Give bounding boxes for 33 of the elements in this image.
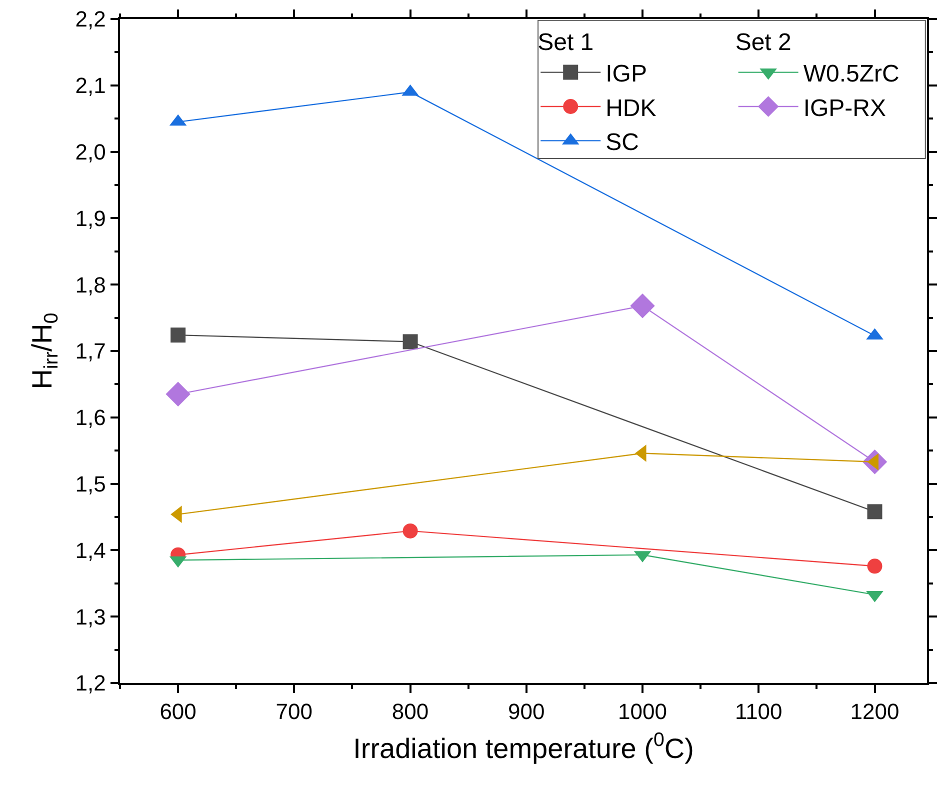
x-tick-label: 1200 [850, 699, 900, 724]
x-tick-label: 800 [392, 699, 429, 724]
x-axis-title: Irradiation temperature ($^{0}$C) [353, 728, 694, 764]
point [166, 382, 190, 407]
y-tick-label: 1,5 [75, 472, 106, 496]
point [402, 334, 418, 350]
legend-label: W0.5ZrC [803, 60, 900, 88]
y-tick-label: 1,8 [75, 272, 106, 298]
x-tick-label: 600 [160, 699, 196, 724]
y-tick-label: 1,9 [75, 206, 106, 231]
point [170, 328, 186, 343]
x-tick-label: 700 [276, 699, 313, 724]
x-tick-label: 900 [508, 699, 545, 724]
y-tick-label: 1,2 [75, 670, 106, 696]
y-tick-label: 2,2 [75, 6, 106, 32]
point [402, 523, 418, 538]
legend-label: IGP-RX [803, 94, 886, 122]
y-tick-label: 2,1 [75, 73, 106, 98]
legend-label: SC [606, 129, 639, 156]
x-tick-label: 1100 [734, 699, 782, 724]
y-tick-label: 1,3 [75, 604, 106, 630]
text: Set 1 [538, 29, 594, 56]
y-tick-label: 1,6 [75, 405, 106, 430]
point [867, 504, 882, 520]
text: Set 2 [735, 29, 792, 56]
point [630, 294, 655, 318]
y-tick-label: 1,4 [75, 538, 106, 563]
y-tick-label: 2,0 [75, 140, 106, 164]
y-tick-label: 1,7 [75, 338, 106, 364]
point [867, 558, 882, 574]
x-tick-label: 1000 [618, 699, 667, 724]
legend-label: HDK [606, 94, 656, 122]
legend-label: IGP [606, 60, 647, 88]
